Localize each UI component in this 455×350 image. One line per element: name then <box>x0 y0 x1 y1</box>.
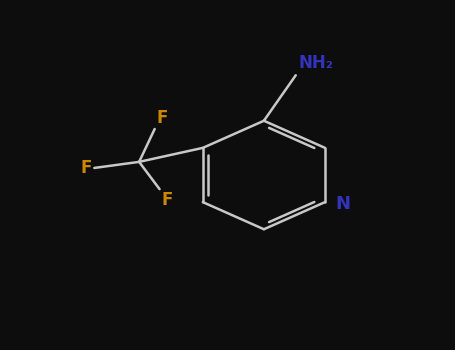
Text: NH₂: NH₂ <box>298 54 333 72</box>
Text: F: F <box>157 109 168 127</box>
Text: N: N <box>335 195 350 213</box>
Text: F: F <box>162 191 173 209</box>
Text: F: F <box>81 159 92 177</box>
